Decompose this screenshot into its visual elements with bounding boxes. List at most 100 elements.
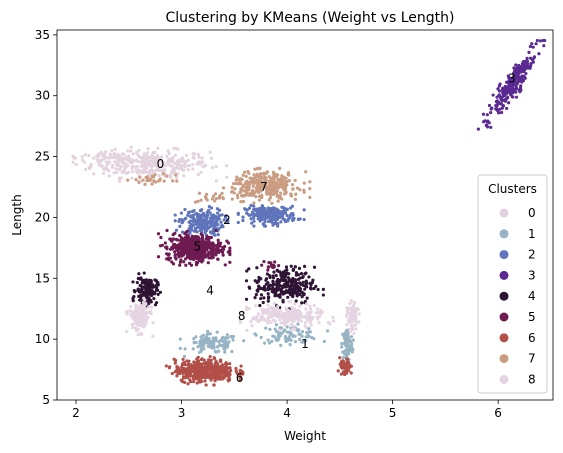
point-cluster-7: [143, 182, 147, 187]
point-cluster-3: [522, 61, 526, 65]
point-cluster-3: [532, 55, 537, 59]
point-cluster-2: [244, 208, 248, 212]
point-cluster-0: [113, 147, 117, 151]
point-cluster-7: [283, 180, 287, 184]
point-cluster-1: [287, 335, 291, 339]
point-cluster-8: [268, 312, 272, 317]
point-cluster-5: [226, 241, 231, 245]
point-cluster-1: [279, 343, 283, 347]
point-cluster-7: [290, 183, 295, 187]
point-cluster-6: [173, 361, 177, 365]
point-cluster-6: [203, 379, 207, 383]
point-cluster-8: [126, 309, 131, 313]
point-cluster-2: [200, 217, 204, 221]
point-cluster-7: [137, 180, 141, 184]
point-cluster-6: [221, 366, 226, 370]
point-cluster-7: [269, 176, 273, 180]
point-cluster-0: [174, 176, 179, 180]
point-cluster-8: [245, 328, 249, 332]
point-cluster-6: [192, 360, 196, 364]
point-cluster-0: [126, 149, 130, 153]
point-cluster-5: [207, 256, 211, 260]
point-cluster-8: [287, 312, 292, 316]
point-cluster-8: [306, 311, 310, 315]
point-cluster-4: [266, 296, 271, 300]
point-cluster-0: [148, 162, 152, 166]
point-cluster-5: [194, 260, 199, 264]
point-cluster-0: [100, 164, 104, 168]
point-cluster-8: [282, 311, 286, 315]
point-cluster-1: [349, 335, 354, 339]
point-cluster-1: [194, 335, 198, 339]
point-cluster-3: [518, 68, 522, 72]
point-cluster-4: [314, 284, 318, 288]
point-cluster-4: [300, 295, 304, 299]
point-cluster-4: [299, 272, 304, 276]
point-cluster-8: [276, 311, 280, 316]
point-cluster-5: [200, 248, 204, 252]
point-cluster-2: [178, 224, 182, 228]
point-cluster-2: [219, 220, 223, 224]
point-cluster-6: [182, 376, 186, 380]
point-cluster-5: [214, 253, 218, 257]
point-cluster-7: [165, 174, 169, 178]
point-cluster-8: [260, 315, 264, 319]
point-cluster-4: [302, 264, 307, 268]
point-cluster-8: [244, 307, 249, 312]
point-cluster-4: [272, 287, 276, 291]
legend-marker-7: [499, 354, 509, 364]
point-cluster-1: [344, 335, 348, 339]
point-cluster-0: [97, 152, 101, 156]
point-cluster-2: [173, 213, 177, 217]
point-cluster-6: [217, 376, 222, 380]
point-cluster-5: [170, 239, 174, 243]
point-cluster-8: [352, 331, 356, 336]
point-cluster-2: [203, 231, 207, 235]
point-cluster-1: [351, 347, 355, 351]
point-cluster-3: [528, 66, 532, 70]
point-cluster-4: [271, 280, 275, 284]
point-cluster-7: [247, 180, 251, 185]
point-cluster-4: [283, 275, 287, 280]
point-cluster-0: [117, 167, 122, 171]
point-cluster-7: [171, 179, 175, 183]
point-cluster-7: [293, 197, 297, 201]
point-cluster-7: [230, 197, 234, 201]
point-cluster-1: [230, 349, 234, 354]
point-cluster-5: [183, 232, 187, 236]
point-cluster-8: [348, 330, 352, 334]
point-cluster-4: [244, 297, 249, 301]
point-cluster-3: [541, 38, 545, 43]
point-cluster-4: [291, 268, 296, 272]
point-cluster-0: [133, 165, 137, 169]
point-cluster-0: [118, 154, 122, 158]
point-cluster-4: [278, 284, 282, 288]
point-cluster-8: [289, 322, 293, 327]
point-cluster-3: [527, 50, 531, 55]
point-cluster-2: [249, 203, 253, 208]
point-cluster-7: [278, 166, 282, 170]
point-cluster-1: [284, 339, 288, 344]
point-cluster-3: [501, 104, 505, 108]
point-cluster-6: [176, 371, 180, 376]
point-cluster-0: [116, 160, 120, 164]
point-cluster-4: [253, 279, 257, 283]
legend-marker-2: [499, 250, 509, 260]
point-cluster-4: [131, 280, 135, 284]
point-cluster-5: [221, 245, 225, 250]
point-cluster-8: [319, 308, 323, 312]
point-cluster-3: [525, 56, 529, 60]
point-cluster-0: [149, 165, 154, 169]
point-cluster-1: [200, 346, 204, 350]
point-cluster-2: [272, 206, 276, 210]
point-cluster-6: [188, 369, 193, 373]
point-cluster-7: [235, 175, 239, 179]
point-cluster-2: [262, 217, 267, 221]
point-cluster-1: [350, 342, 354, 346]
point-cluster-8: [348, 327, 352, 332]
point-cluster-8: [309, 323, 313, 327]
point-cluster-0: [124, 165, 128, 169]
y-tick-label: 25: [35, 150, 50, 164]
point-cluster-4: [147, 283, 151, 287]
point-cluster-4: [262, 296, 266, 300]
